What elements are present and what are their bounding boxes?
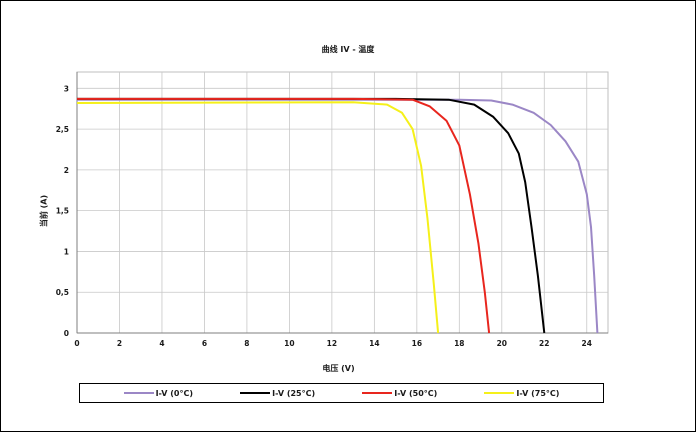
x-tick-label: 18 [454,339,464,348]
x-tick-label: 2 [117,339,122,348]
legend-label: I-V (75°C) [516,388,560,398]
x-tick-label: 22 [539,339,549,348]
x-tick-label: 14 [369,339,379,348]
x-tick-label: 20 [497,339,507,348]
x-tick-label: 12 [327,339,337,348]
legend-swatch [240,392,271,394]
x-tick-label: 0 [74,339,79,348]
chart-title: 曲线 IV - 温度 [321,45,375,54]
y-tick-label: 0 [64,329,69,338]
x-tick-label: 4 [159,339,164,348]
legend: I-V (0°C) I-V (25°C) I-V (50°C) I-V (75°… [79,383,604,403]
legend-item: I-V (25°C) [240,389,315,398]
legend-label: I-V (25°C) [272,388,316,398]
series-line [77,97,546,334]
x-tick-label: 10 [284,339,294,348]
y-tick-label: 2,5 [56,125,69,134]
plot-area [76,71,609,334]
legend-label: I-V (0°C) [155,388,194,398]
legend-item: I-V (0°C) [123,388,194,398]
x-axis-label: 电压 (V) [322,364,355,373]
series-line [76,101,440,334]
y-tick-label: 0,5 [56,288,69,297]
y-tick-label: 1 [64,247,69,256]
legend-item: I-V (50°C) [362,389,437,398]
x-tick-label: 16 [412,339,422,348]
y-axis-label: 当前 (A) [39,194,49,228]
x-tick-label: 24 [582,339,592,348]
legend-swatch [362,392,393,394]
y-tick-label: 1,5 [56,207,69,216]
x-tick-label: 6 [202,339,207,348]
legend-label: I-V (50°C) [394,388,438,398]
x-tick-label: 8 [244,339,249,348]
series-line [77,97,491,334]
legend-swatch [484,392,515,394]
series-line [77,98,599,334]
y-tick-label: 3 [64,84,69,93]
legend-swatch [123,392,154,394]
legend-item: I-V (75°C) [484,389,559,398]
y-tick-label: 2 [64,166,69,175]
